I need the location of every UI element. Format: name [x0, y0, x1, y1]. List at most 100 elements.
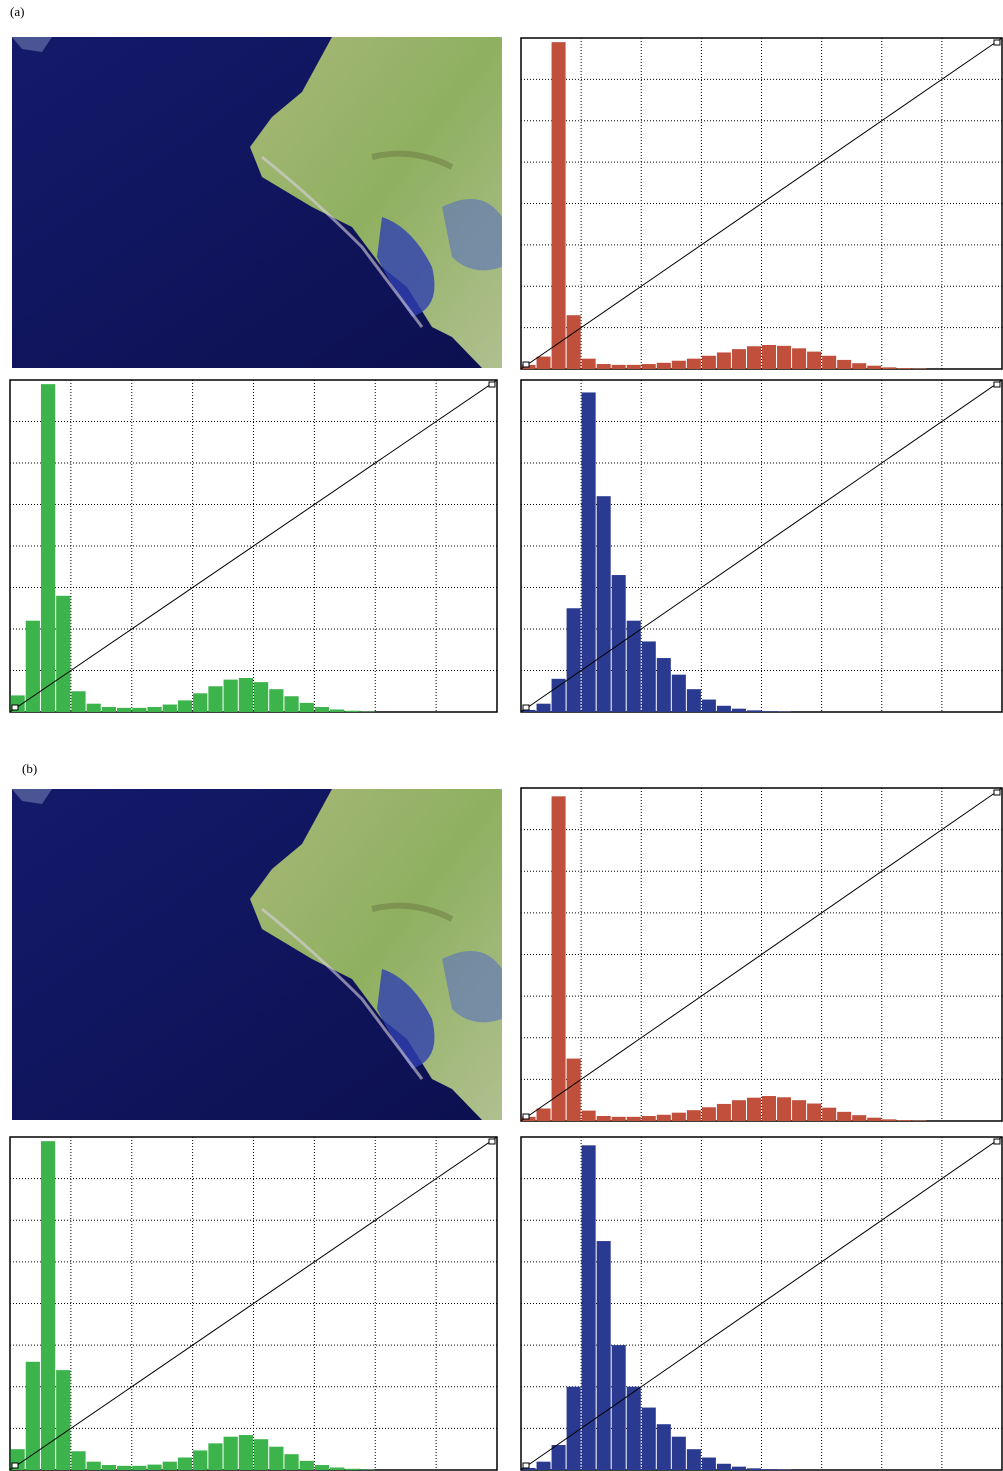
histogram-bar [852, 363, 867, 369]
histogram-bar [641, 1407, 656, 1470]
histogram-bar [40, 1141, 56, 1470]
histogram-bar [314, 1465, 330, 1470]
curve-handle [993, 789, 1001, 796]
curve-line [9, 1136, 498, 1471]
histogram-bar [71, 1451, 86, 1470]
curve-handle [993, 381, 1001, 388]
histogram-bar [777, 1097, 792, 1121]
satellite-image [12, 37, 502, 368]
histogram-bar [671, 1112, 686, 1121]
histogram-bar [101, 707, 117, 712]
histogram-bar [867, 365, 882, 369]
histogram-bar [716, 1463, 731, 1470]
histogram-bar [822, 355, 837, 369]
histogram-bar [284, 696, 299, 712]
histogram-bar [777, 345, 792, 369]
histogram-bar [897, 368, 912, 369]
histogram-bar [193, 693, 208, 712]
histogram-bar [86, 1461, 101, 1470]
histogram-chart [520, 787, 1003, 1122]
histogram-bar [792, 1100, 807, 1121]
histogram-chart [520, 37, 1003, 370]
histogram-bar [596, 496, 611, 712]
curve-line [9, 379, 498, 713]
histogram-bar [238, 677, 253, 712]
histogram-bar [716, 352, 731, 369]
histogram-bar [731, 708, 746, 712]
histogram-bar [882, 1119, 897, 1121]
histogram-bar [716, 1103, 731, 1121]
curve-handle [522, 704, 530, 711]
histogram-bar [566, 315, 581, 369]
histogram-bar [731, 349, 746, 369]
histogram-bar [581, 1110, 596, 1121]
histogram-bar [611, 1116, 626, 1121]
histogram-bar [269, 689, 284, 712]
histogram-bar [299, 702, 314, 712]
histogram-bar [330, 709, 345, 712]
histogram-bar [686, 358, 701, 369]
histogram-bar [746, 346, 761, 369]
histogram-bar [837, 1111, 852, 1121]
histogram-bar [581, 392, 596, 712]
panel-label: (a) [10, 4, 24, 19]
histogram-bar [25, 620, 40, 712]
histogram-bar [882, 367, 897, 369]
satellite-image [12, 789, 502, 1120]
histogram-bar [345, 710, 360, 712]
histogram-bar [254, 1439, 269, 1470]
histogram-bar [671, 674, 686, 712]
histogram-bar [117, 1465, 132, 1470]
histogram-bar [731, 1100, 746, 1121]
histogram-bar [132, 1465, 147, 1470]
histogram-bar [626, 364, 641, 369]
histogram-bar [177, 700, 193, 712]
histogram-bar [807, 351, 822, 369]
curve-handle [993, 1138, 1001, 1145]
histogram-bar [581, 358, 596, 369]
histogram-bar [701, 1107, 716, 1121]
curve-line [520, 379, 1003, 713]
histogram-bar [254, 682, 269, 712]
histogram-bar [626, 1386, 641, 1470]
histogram-bar [701, 1457, 716, 1470]
curve-handle [488, 381, 496, 388]
histogram-chart [520, 379, 1003, 713]
histogram-bar [656, 362, 671, 369]
curve-line [520, 1136, 1003, 1471]
histogram-bar [762, 711, 777, 712]
histogram-bar [641, 364, 656, 369]
histogram-bar [223, 679, 238, 712]
histogram-bar [314, 707, 330, 712]
curve-line [520, 787, 1003, 1122]
histogram-bar [716, 705, 731, 712]
histogram-bar [566, 1386, 581, 1470]
histogram-bar [56, 1370, 71, 1470]
histogram-bar [581, 1145, 596, 1470]
histogram-bar [521, 1467, 536, 1470]
histogram-bar [40, 384, 56, 712]
histogram-bar [536, 1108, 551, 1121]
histogram-bar [101, 1465, 117, 1470]
histogram-bar [686, 1449, 701, 1470]
histogram-bar [566, 1058, 581, 1121]
histogram-bar [208, 1443, 223, 1470]
histogram-bar [686, 1110, 701, 1121]
curve-handle [11, 704, 19, 711]
histogram-bar [746, 710, 761, 712]
histogram-bar [223, 1436, 238, 1470]
histogram-bar [762, 345, 777, 369]
histogram-bar [656, 658, 671, 712]
curve-handle [522, 1113, 530, 1120]
histogram-bar [596, 1241, 611, 1470]
histogram-bar [671, 1436, 686, 1470]
histogram-bar [792, 348, 807, 369]
histogram-bar [299, 1460, 314, 1470]
histogram-bar [147, 1464, 162, 1470]
histogram-bar [641, 641, 656, 712]
histogram-bar [536, 1461, 551, 1470]
histogram-bar [536, 356, 551, 369]
histogram-bar [193, 1450, 208, 1470]
